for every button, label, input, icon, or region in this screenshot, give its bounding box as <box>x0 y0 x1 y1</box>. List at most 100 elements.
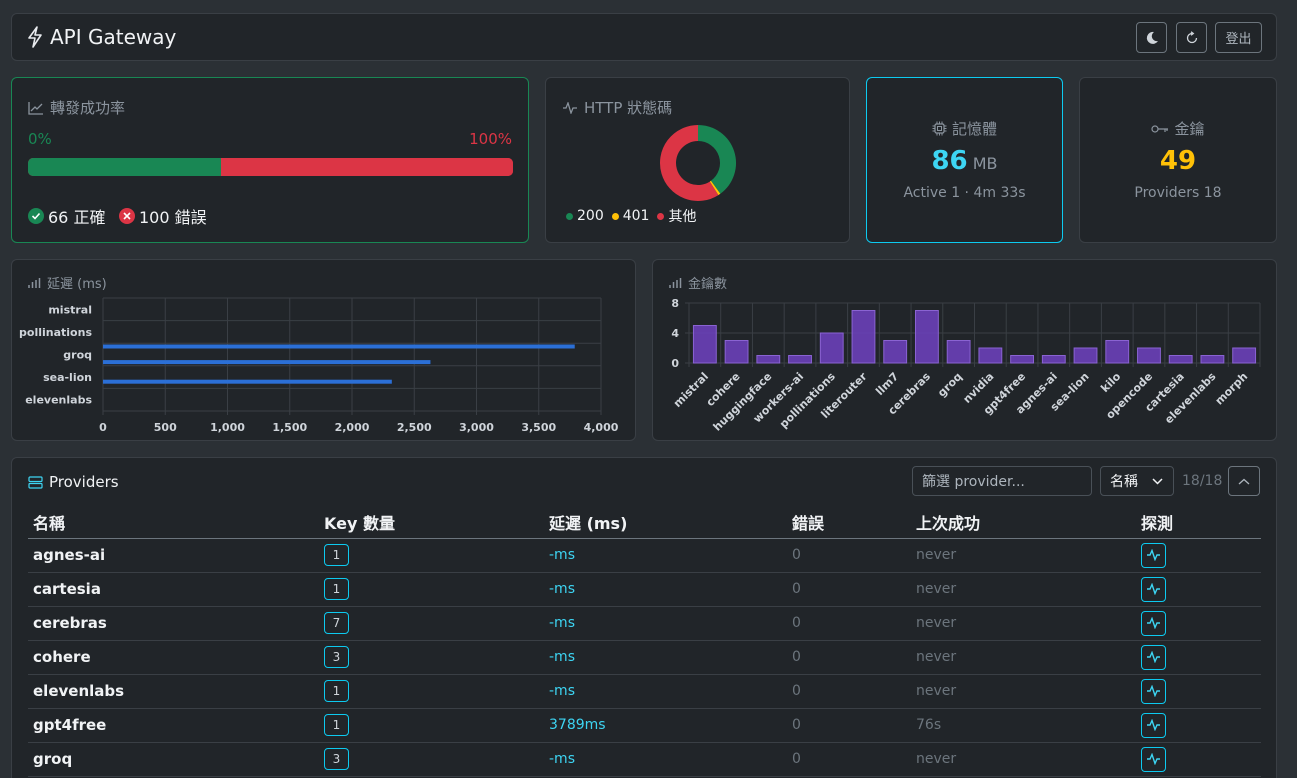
col-header-last-success[interactable]: 上次成功 <box>911 506 1136 539</box>
latency-chart-title: 延遲 (ms) <box>28 273 107 292</box>
y-tick-label: mistral <box>48 303 92 316</box>
errors-cell: 0 <box>787 538 911 573</box>
col-header-probe: 探測 <box>1136 506 1261 539</box>
key-count-bar <box>756 355 781 364</box>
provider-name: agnes-ai <box>28 538 319 573</box>
donut-slice <box>697 125 736 194</box>
key-count-bar <box>851 310 876 364</box>
providers-title: Providers <box>28 473 119 491</box>
latency-cell: -ms <box>544 640 787 675</box>
key-count-bar <box>1168 355 1193 364</box>
sort-select-label: 名稱 <box>1110 474 1138 490</box>
latency-bar <box>103 379 392 384</box>
table-row: agnes-ai 1 -ms 0 never <box>28 538 1261 573</box>
latency-cell: -ms <box>544 606 787 641</box>
probe-button[interactable] <box>1141 644 1166 670</box>
key-count-cell: 3 <box>319 742 544 777</box>
provider-filter-input[interactable]: 篩選 provider... <box>912 466 1092 496</box>
key-count-bar <box>1137 347 1161 364</box>
sort-select[interactable]: 名稱 <box>1100 466 1174 496</box>
probe-button[interactable] <box>1141 542 1166 568</box>
header-bar: API Gateway 登出 <box>11 13 1277 61</box>
x-circle-icon <box>119 208 135 224</box>
key-count-bar <box>946 340 971 364</box>
success-left-pct: 0% <box>28 130 52 148</box>
provider-name: cohere <box>28 640 319 675</box>
key-count-badge: 3 <box>324 646 349 668</box>
key-count-chart-title: 金鑰數 <box>669 273 727 292</box>
legend-dot <box>611 212 619 220</box>
y-tick-label: 8 <box>671 297 679 310</box>
probe-button[interactable] <box>1141 576 1166 602</box>
x-tick-label: 2,500 <box>397 421 432 434</box>
bar-chart-icon <box>669 277 682 288</box>
last-success-cell: 76s <box>911 708 1136 743</box>
probe-button[interactable] <box>1141 712 1166 738</box>
cpu-icon <box>932 121 947 136</box>
x-tick-label: 2,000 <box>335 421 370 434</box>
keys-value: 49 <box>1159 146 1197 176</box>
key-count-bar <box>978 347 1003 364</box>
x-tick-label: morph <box>1213 370 1251 408</box>
providers-card: Providers 篩選 provider... 名稱 18/18 名稱 Key… <box>11 457 1277 778</box>
legend-dot <box>657 212 665 220</box>
table-row: groq 3 -ms 0 never <box>28 742 1261 777</box>
http-status-card: HTTP 狀態碼 200 401 其他 <box>545 77 850 243</box>
probe-button[interactable] <box>1141 678 1166 704</box>
key-count-bar <box>1010 355 1035 364</box>
key-count-cell: 3 <box>319 640 544 675</box>
latency-bar <box>103 360 431 365</box>
refresh-button[interactable] <box>1176 22 1207 53</box>
probe-cell <box>1136 742 1261 777</box>
legend-item: 其他 <box>657 206 696 226</box>
memory-subtext: Active 1 · 4m 33s <box>903 185 1026 201</box>
key-icon <box>1151 124 1169 133</box>
probe-cell <box>1136 606 1261 641</box>
provider-name: gpt4free <box>28 708 319 743</box>
errors-cell: 0 <box>787 572 911 607</box>
col-header-errors[interactable]: 錯誤 <box>787 506 911 539</box>
probe-button[interactable] <box>1141 746 1166 772</box>
key-count-bar <box>692 325 717 364</box>
last-success-cell: never <box>911 538 1136 573</box>
x-tick-label: 1,500 <box>272 421 307 434</box>
key-count-bar <box>724 340 749 364</box>
x-tick-label: 3,000 <box>459 421 494 434</box>
keys-card: 金鑰 49 Providers 18 <box>1079 77 1277 243</box>
table-header-row: 名稱 Key 數量 延遲 (ms) 錯誤 上次成功 探測 <box>28 506 1261 539</box>
memory-value-row: 86 MB <box>867 146 1062 176</box>
col-header-name[interactable]: 名稱 <box>28 506 319 539</box>
providers-table-body: agnes-ai 1 -ms 0 never cartesia 1 -ms 0 never cere… <box>28 538 1261 777</box>
x-tick-label: 3,500 <box>521 421 556 434</box>
http-status-donut <box>660 125 736 201</box>
probe-button[interactable] <box>1141 610 1166 636</box>
success-rate-title-text: 轉發成功率 <box>50 99 126 117</box>
success-ok-count: 66 正確 <box>28 204 105 228</box>
probe-cell <box>1136 674 1261 709</box>
collapse-button[interactable] <box>1228 466 1260 496</box>
key-count-bar <box>1105 340 1130 364</box>
success-progress-bar <box>28 158 513 176</box>
x-tick-label: 1,000 <box>210 421 245 434</box>
x-tick-label: kilo <box>1098 370 1123 395</box>
success-progress-ok <box>28 158 222 176</box>
key-count-badge: 1 <box>324 578 349 600</box>
table-row: gpt4free 1 3789ms 0 76s <box>28 708 1261 743</box>
errors-cell: 0 <box>787 674 911 709</box>
key-count-bar <box>914 310 939 364</box>
col-header-latency[interactable]: 延遲 (ms) <box>544 506 787 539</box>
errors-cell: 0 <box>787 640 911 675</box>
last-success-cell: never <box>911 606 1136 641</box>
probe-cell <box>1136 640 1261 675</box>
col-header-keys[interactable]: Key 數量 <box>319 506 544 539</box>
http-status-legend: 200 401 其他 <box>566 206 696 226</box>
logout-button[interactable]: 登出 <box>1215 22 1262 53</box>
latency-cell: 3789ms <box>544 708 787 743</box>
x-tick-label: 4,000 <box>584 421 619 434</box>
app-title-wrap: API Gateway <box>26 25 176 49</box>
donut-slice <box>660 125 719 201</box>
providers-table: 名稱 Key 數量 延遲 (ms) 錯誤 上次成功 探測 agnes-ai 1 -m… <box>28 506 1261 777</box>
theme-toggle-button[interactable] <box>1136 22 1167 53</box>
last-success-cell: never <box>911 674 1136 709</box>
provider-name: cartesia <box>28 572 319 607</box>
